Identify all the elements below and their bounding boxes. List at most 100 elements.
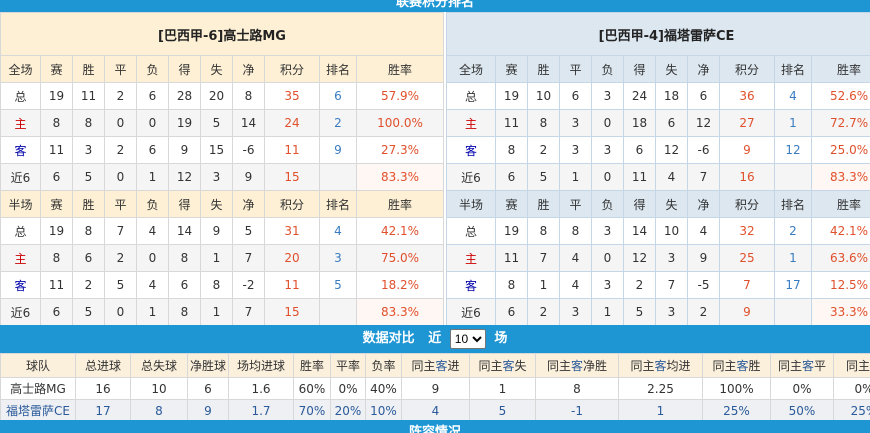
cell: 28: [168, 82, 201, 110]
cell: 60%: [293, 377, 331, 400]
cell: 14: [168, 217, 201, 245]
column-header: 同主客平: [770, 353, 834, 378]
cell: 25: [719, 244, 775, 272]
cell: 25%: [833, 399, 870, 422]
cell: -6: [232, 136, 265, 164]
cell: 8: [527, 109, 560, 137]
column-header: 同主客均进: [618, 353, 703, 378]
cell: 2: [104, 82, 137, 110]
cell: 19: [168, 109, 201, 137]
away-half-standings: 半场赛胜平负得失净积分 排名 胜率总 19 8 8 3 14 10 4 32 2 42.1% 主 11 7 4 0…: [446, 190, 870, 326]
cell: 2: [104, 136, 137, 164]
column-header: 失: [200, 55, 233, 83]
team-title: [巴西甲-4]福塔雷萨CE: [445, 12, 870, 56]
column-header: 排名: [319, 190, 357, 218]
cell: 3: [591, 217, 624, 245]
cell: 7: [655, 271, 688, 299]
row-label: 总: [446, 82, 496, 110]
cell: 5: [527, 163, 560, 191]
column-header: 胜率: [811, 190, 870, 218]
cell: 7: [527, 244, 560, 272]
table-row: 总 19 10 6 3 24 18 6 36 4 52.6%: [446, 82, 870, 110]
cell: 1.7: [228, 399, 294, 422]
cell: 5: [200, 109, 233, 137]
cell: 8: [495, 136, 528, 164]
cell: 4: [559, 271, 592, 299]
cell: 14: [623, 217, 656, 245]
cell: 1: [774, 109, 812, 137]
cell: 70%: [293, 399, 331, 422]
cell: 1: [136, 163, 169, 191]
cell: 12: [774, 136, 812, 164]
header-row: 球队 总进球 总失球 净胜球 场均进球 胜率 平率 负率 同主客进 同主客失 同主客净胜 同主客均进同…: [0, 353, 870, 378]
column-header: 积分: [264, 190, 320, 218]
match-count-select[interactable]: 10: [449, 328, 486, 349]
column-header: 积分: [719, 190, 775, 218]
compare-title: 数据对比: [362, 331, 415, 346]
column-header: 胜: [527, 190, 560, 218]
row-label: 总: [0, 82, 41, 110]
cell: 11: [623, 163, 656, 191]
column-header: 总失球: [130, 353, 188, 378]
column-header: 得: [623, 190, 656, 218]
column-header: 负率: [365, 353, 402, 378]
cell: 83.3%: [356, 298, 444, 326]
cell: 36: [719, 82, 775, 110]
column-header: 半场: [0, 190, 41, 218]
table-row: 主 8 6 2 0 8 1 7 20 3 75.0%: [0, 244, 444, 272]
cell: 12: [687, 109, 720, 137]
cell: 11: [264, 136, 320, 164]
team-name: 高士路MG: [0, 377, 76, 400]
column-header: 净: [232, 55, 265, 83]
cell: 5: [104, 271, 137, 299]
column-header: 场均进球: [228, 353, 294, 378]
cell: 1.6: [228, 377, 294, 400]
cell: 9: [232, 163, 265, 191]
cell: 15: [200, 136, 233, 164]
cell: 2: [104, 244, 137, 272]
cell: 20: [200, 82, 233, 110]
cell: 8: [40, 244, 73, 272]
cell: 0%: [330, 377, 366, 400]
cell: 2.25: [618, 377, 703, 400]
cell: 3: [72, 136, 105, 164]
table-row: 客 11 2 5 4 6 8 -2 11 5 18.2%: [0, 271, 444, 299]
column-header: 净胜球: [187, 353, 229, 378]
row-label: 主: [0, 109, 41, 137]
cell: 12: [655, 136, 688, 164]
cell: 4: [687, 217, 720, 245]
column-header: 净: [232, 190, 265, 218]
cell: 8: [232, 82, 265, 110]
cell: 0: [591, 163, 624, 191]
compare-suffix: 场: [494, 331, 508, 346]
cell: 4: [401, 399, 470, 422]
cell: 5: [319, 271, 357, 299]
cell: 24: [623, 82, 656, 110]
cell: 33.3%: [811, 298, 870, 326]
cell: 10: [527, 82, 560, 110]
cell: 11: [495, 109, 528, 137]
cell: 6: [136, 136, 169, 164]
cell: 6: [40, 298, 73, 326]
cell: 3: [200, 163, 233, 191]
compare-table: 球队 总进球 总失球 净胜球 场均进球 胜率 平率 负率 同主客进 同主客失 同主客净胜 同主客均进同…: [0, 353, 870, 422]
cell: 42.1%: [356, 217, 444, 245]
cell: 4: [319, 217, 357, 245]
cell: 2: [774, 217, 812, 245]
cell: 9: [168, 136, 201, 164]
column-header: 赛: [495, 55, 528, 83]
cell: 8: [72, 217, 105, 245]
cell: 3: [591, 136, 624, 164]
cell: 8: [168, 298, 201, 326]
column-header: 负: [591, 190, 624, 218]
column-header: 半场: [446, 190, 496, 218]
cell: 3: [559, 136, 592, 164]
cell: 7: [232, 298, 265, 326]
cell: 63.6%: [811, 244, 870, 272]
cell: 5: [469, 399, 536, 422]
column-header: 赛: [40, 190, 73, 218]
cell: 3: [591, 82, 624, 110]
cell: 9: [401, 377, 470, 400]
